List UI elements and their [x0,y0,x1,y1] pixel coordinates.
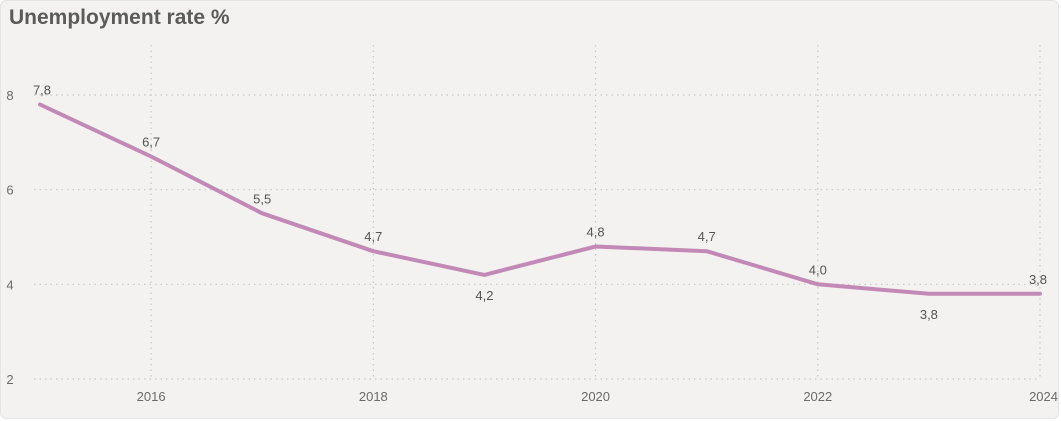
data-label: 6,7 [142,135,160,150]
y-tick-label: 8 [6,88,13,103]
data-label: 4,7 [698,229,716,244]
y-tick-label: 4 [6,277,13,292]
data-label: 7,8 [33,82,51,97]
grid-layer [34,45,1041,380]
data-label: 5,5 [253,191,271,206]
data-label: 4,7 [364,229,382,244]
series-line [38,102,1042,296]
x-tick-label: 2022 [803,389,832,404]
y-tick-label: 6 [6,183,13,198]
x-tick-label: 2020 [581,389,610,404]
x-tick-label: 2024 [1029,389,1058,404]
data-label: 3,8 [1029,272,1047,287]
series-layer [38,102,1042,296]
chart-title: Unemployment rate % [9,6,230,29]
data-label: 4,8 [587,224,605,239]
axis-layer: 2 4 6 8 2016 2018 2020 2022 2024 [6,88,1058,404]
x-tick-label: 2016 [137,389,166,404]
data-label: 3,8 [920,307,938,322]
data-label: 4,2 [475,288,493,303]
x-tick-label: 2018 [359,389,388,404]
y-tick-label: 2 [6,372,13,387]
data-label-layer: 7,8 6,7 5,5 4,7 4,2 4,8 4,7 4,0 3,8 3,8 [33,82,1047,321]
data-label: 4,0 [809,262,827,277]
